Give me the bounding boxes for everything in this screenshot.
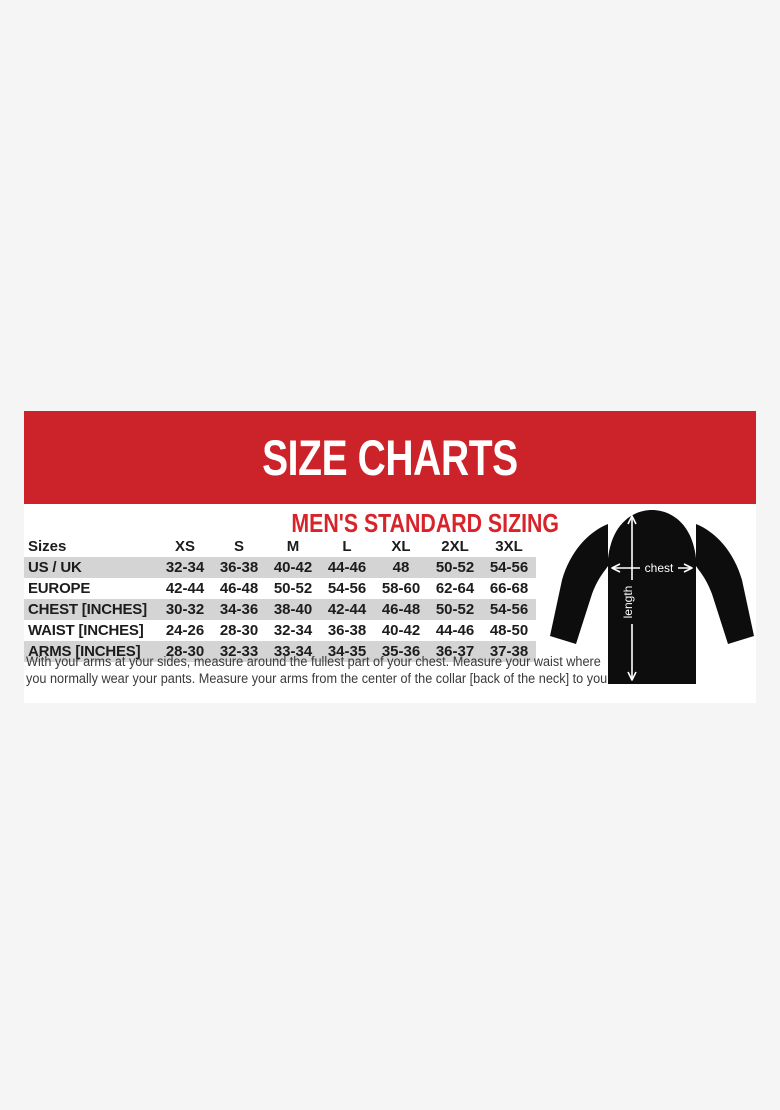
cell-2xl: 36-37 <box>435 643 475 660</box>
table-header-row: Sizes XS S M L XL 2XL 3XL <box>24 536 536 557</box>
cell-xs: 28-30 <box>165 643 205 660</box>
cell-3xl: 66-68 <box>489 580 529 597</box>
chest-label-backdrop <box>640 560 678 576</box>
cell-3xl: 54-56 <box>489 601 529 618</box>
cell-m: 33-34 <box>273 643 313 660</box>
row-label: WAIST [INCHES] <box>28 622 144 639</box>
cell-s: 34-36 <box>219 601 259 618</box>
section-subtitle: MEN'S STANDARD SIZING <box>291 508 559 538</box>
cell-l: 54-56 <box>327 580 367 597</box>
cell-2xl: 50-52 <box>435 601 475 618</box>
table-row: ARMS [INCHES] 28-30 32-33 33-34 34-35 35… <box>24 641 536 662</box>
cell-l: 34-35 <box>327 643 367 660</box>
cell-xl: 58-60 <box>381 580 421 597</box>
cell-m: 38-40 <box>273 601 313 618</box>
length-label-backdrop <box>624 580 640 624</box>
header-cell-s: S <box>233 538 244 555</box>
cell-xl: 40-42 <box>381 622 421 639</box>
chest-label: chest <box>645 561 674 575</box>
cell-xs: 30-32 <box>165 601 205 618</box>
card-body: MEN'S STANDARD SIZING Sizes XS S M L XL … <box>24 504 756 703</box>
header-cell-l: L <box>342 538 352 555</box>
header-cell-2xl: 2XL <box>441 538 469 555</box>
cell-xl: 48 <box>392 559 410 576</box>
cell-3xl: 54-56 <box>489 559 529 576</box>
cell-xl: 35-36 <box>381 643 421 660</box>
cell-3xl: 37-38 <box>489 643 529 660</box>
table-row: WAIST [INCHES] 24-26 28-30 32-34 36-38 4… <box>24 620 536 641</box>
cell-2xl: 50-52 <box>435 559 475 576</box>
shirt-sleeve-left <box>550 524 608 644</box>
cell-2xl: 62-64 <box>435 580 475 597</box>
cell-3xl: 48-50 <box>489 622 529 639</box>
header-cell-xl: XL <box>391 538 411 555</box>
size-chart-card: SIZE CHARTS MEN'S STANDARD SIZING Sizes … <box>24 411 756 703</box>
cell-s: 28-30 <box>219 622 259 639</box>
shirt-shoulder-shape <box>607 512 697 566</box>
row-label: CHEST [INCHES] <box>28 601 147 618</box>
cell-xs: 32-34 <box>165 559 205 576</box>
header-cell-3xl: 3XL <box>495 538 523 555</box>
measuring-instructions: With your arms at your sides, measure ar… <box>26 654 645 687</box>
row-label: US / UK <box>28 559 82 576</box>
size-table: Sizes XS S M L XL 2XL 3XL US / UK 32-34 … <box>24 536 536 662</box>
cell-s: 46-48 <box>219 580 259 597</box>
table-row: CHEST [INCHES] 30-32 34-36 38-40 42-44 4… <box>24 599 536 620</box>
header-cell-xs: XS <box>174 538 195 555</box>
cell-m: 32-34 <box>273 622 313 639</box>
shirt-sleeve-right <box>696 524 754 644</box>
cell-l: 42-44 <box>327 601 367 618</box>
banner: SIZE CHARTS <box>24 411 756 504</box>
cell-xs: 24-26 <box>165 622 205 639</box>
row-label: ARMS [INCHES] <box>28 643 141 660</box>
cell-s: 32-33 <box>219 643 259 660</box>
page-title: SIZE CHARTS <box>262 429 518 486</box>
cell-m: 40-42 <box>273 559 313 576</box>
cell-m: 50-52 <box>273 580 313 597</box>
cell-l: 44-46 <box>327 559 367 576</box>
shirt-illustration: chest length <box>548 502 756 692</box>
header-cell-m: M <box>286 538 300 555</box>
measuring-instructions-line-2: you normally wear your pants. Measure yo… <box>26 670 645 686</box>
cell-2xl: 44-46 <box>435 622 475 639</box>
cell-s: 36-38 <box>219 559 259 576</box>
table-row: US / UK 32-34 36-38 40-42 44-46 48 50-52… <box>24 557 536 578</box>
table-row: EUROPE 42-44 46-48 50-52 54-56 58-60 62-… <box>24 578 536 599</box>
cell-l: 36-38 <box>327 622 367 639</box>
measuring-instructions-line-1: With your arms at your sides, measure ar… <box>26 654 601 669</box>
header-cell-sizes: Sizes <box>28 538 67 555</box>
cell-xl: 46-48 <box>381 601 421 618</box>
cell-xs: 42-44 <box>165 580 205 597</box>
length-label: length <box>621 586 635 619</box>
row-label: EUROPE <box>28 580 91 597</box>
